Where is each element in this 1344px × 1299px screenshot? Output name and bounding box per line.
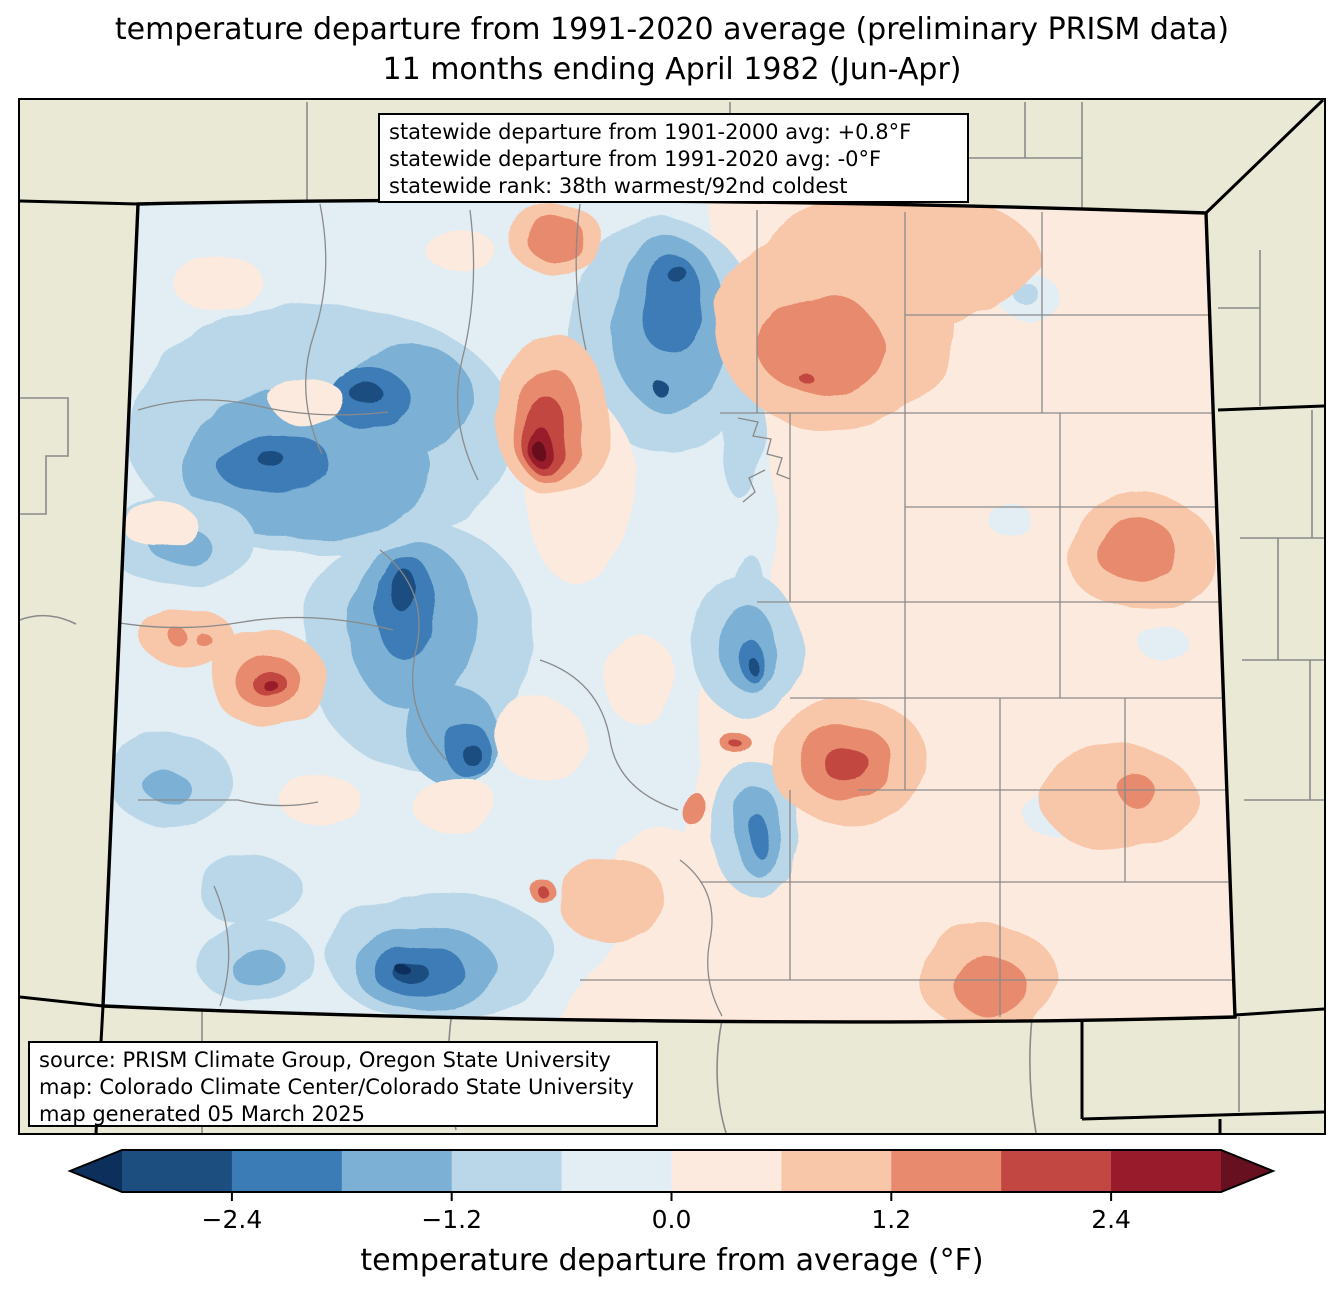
colorbar-segment bbox=[341, 1150, 453, 1192]
source-line-3: map generated 05 March 2025 bbox=[39, 1102, 366, 1126]
colorbar-outline bbox=[67, 1149, 1276, 1193]
figure-title-line2: 11 months ending April 1982 (Jun-Apr) bbox=[382, 52, 962, 87]
stats-line-1: statewide departure from 1901-2000 avg: … bbox=[389, 120, 912, 144]
colorbar-segment bbox=[451, 1150, 563, 1192]
colorbar-segment bbox=[891, 1150, 1002, 1192]
colorbar-segment bbox=[231, 1150, 343, 1192]
colorbar-segment bbox=[561, 1150, 672, 1192]
colorbar-segment bbox=[781, 1150, 892, 1192]
stats-box: statewide departure from 1901-2000 avg: … bbox=[378, 113, 969, 203]
colorado-temperature-map bbox=[20, 100, 1324, 1133]
contour-blobs bbox=[103, 200, 1235, 1022]
colorbar-ticks: −2.4 −1.2 0.0 1.2 2.4 bbox=[202, 1192, 1131, 1234]
colorbar-tick-label: 1.2 bbox=[871, 1205, 911, 1234]
colorbar-segment bbox=[671, 1150, 782, 1192]
colorado-county-lines bbox=[103, 203, 1232, 1017]
colorbar-segment bbox=[1111, 1150, 1222, 1192]
colorbar-tick-label: −1.2 bbox=[421, 1205, 482, 1234]
colorbar-extend-right-arrow bbox=[1221, 1150, 1273, 1192]
neighbor-county-lines bbox=[20, 102, 1324, 1133]
colorbar-tick-label: 0.0 bbox=[652, 1205, 692, 1234]
map-axes bbox=[18, 98, 1326, 1135]
state-contour-fill bbox=[103, 200, 1235, 1022]
figure-title-line1: temperature departure from 1991-2020 ave… bbox=[114, 12, 1230, 47]
source-line-2: map: Colorado Climate Center/Colorado St… bbox=[39, 1075, 634, 1099]
colorbar-extend-left-arrow bbox=[70, 1150, 122, 1192]
colorbar-segment bbox=[122, 1150, 233, 1192]
colorbar-tick-label: 2.4 bbox=[1091, 1205, 1131, 1234]
colorbar-segment bbox=[1001, 1150, 1112, 1192]
source-box: source: PRISM Climate Group, Oregon Stat… bbox=[28, 1041, 658, 1127]
colorbar-tick-label: −2.4 bbox=[202, 1205, 263, 1234]
source-line-1: source: PRISM Climate Group, Oregon Stat… bbox=[39, 1048, 611, 1072]
stats-line-3: statewide rank: 38th warmest/92nd coldes… bbox=[389, 174, 848, 198]
stats-line-2: statewide departure from 1991-2020 avg: … bbox=[389, 147, 882, 171]
colorbar-arrows bbox=[70, 1150, 1273, 1192]
colorbar-axis-label: temperature departure from average (°F) bbox=[360, 1243, 983, 1278]
colorbar: −2.4 −1.2 0.0 1.2 2.4 temperature departure … bbox=[67, 1149, 1276, 1278]
colorbar-segments bbox=[122, 1150, 1222, 1192]
